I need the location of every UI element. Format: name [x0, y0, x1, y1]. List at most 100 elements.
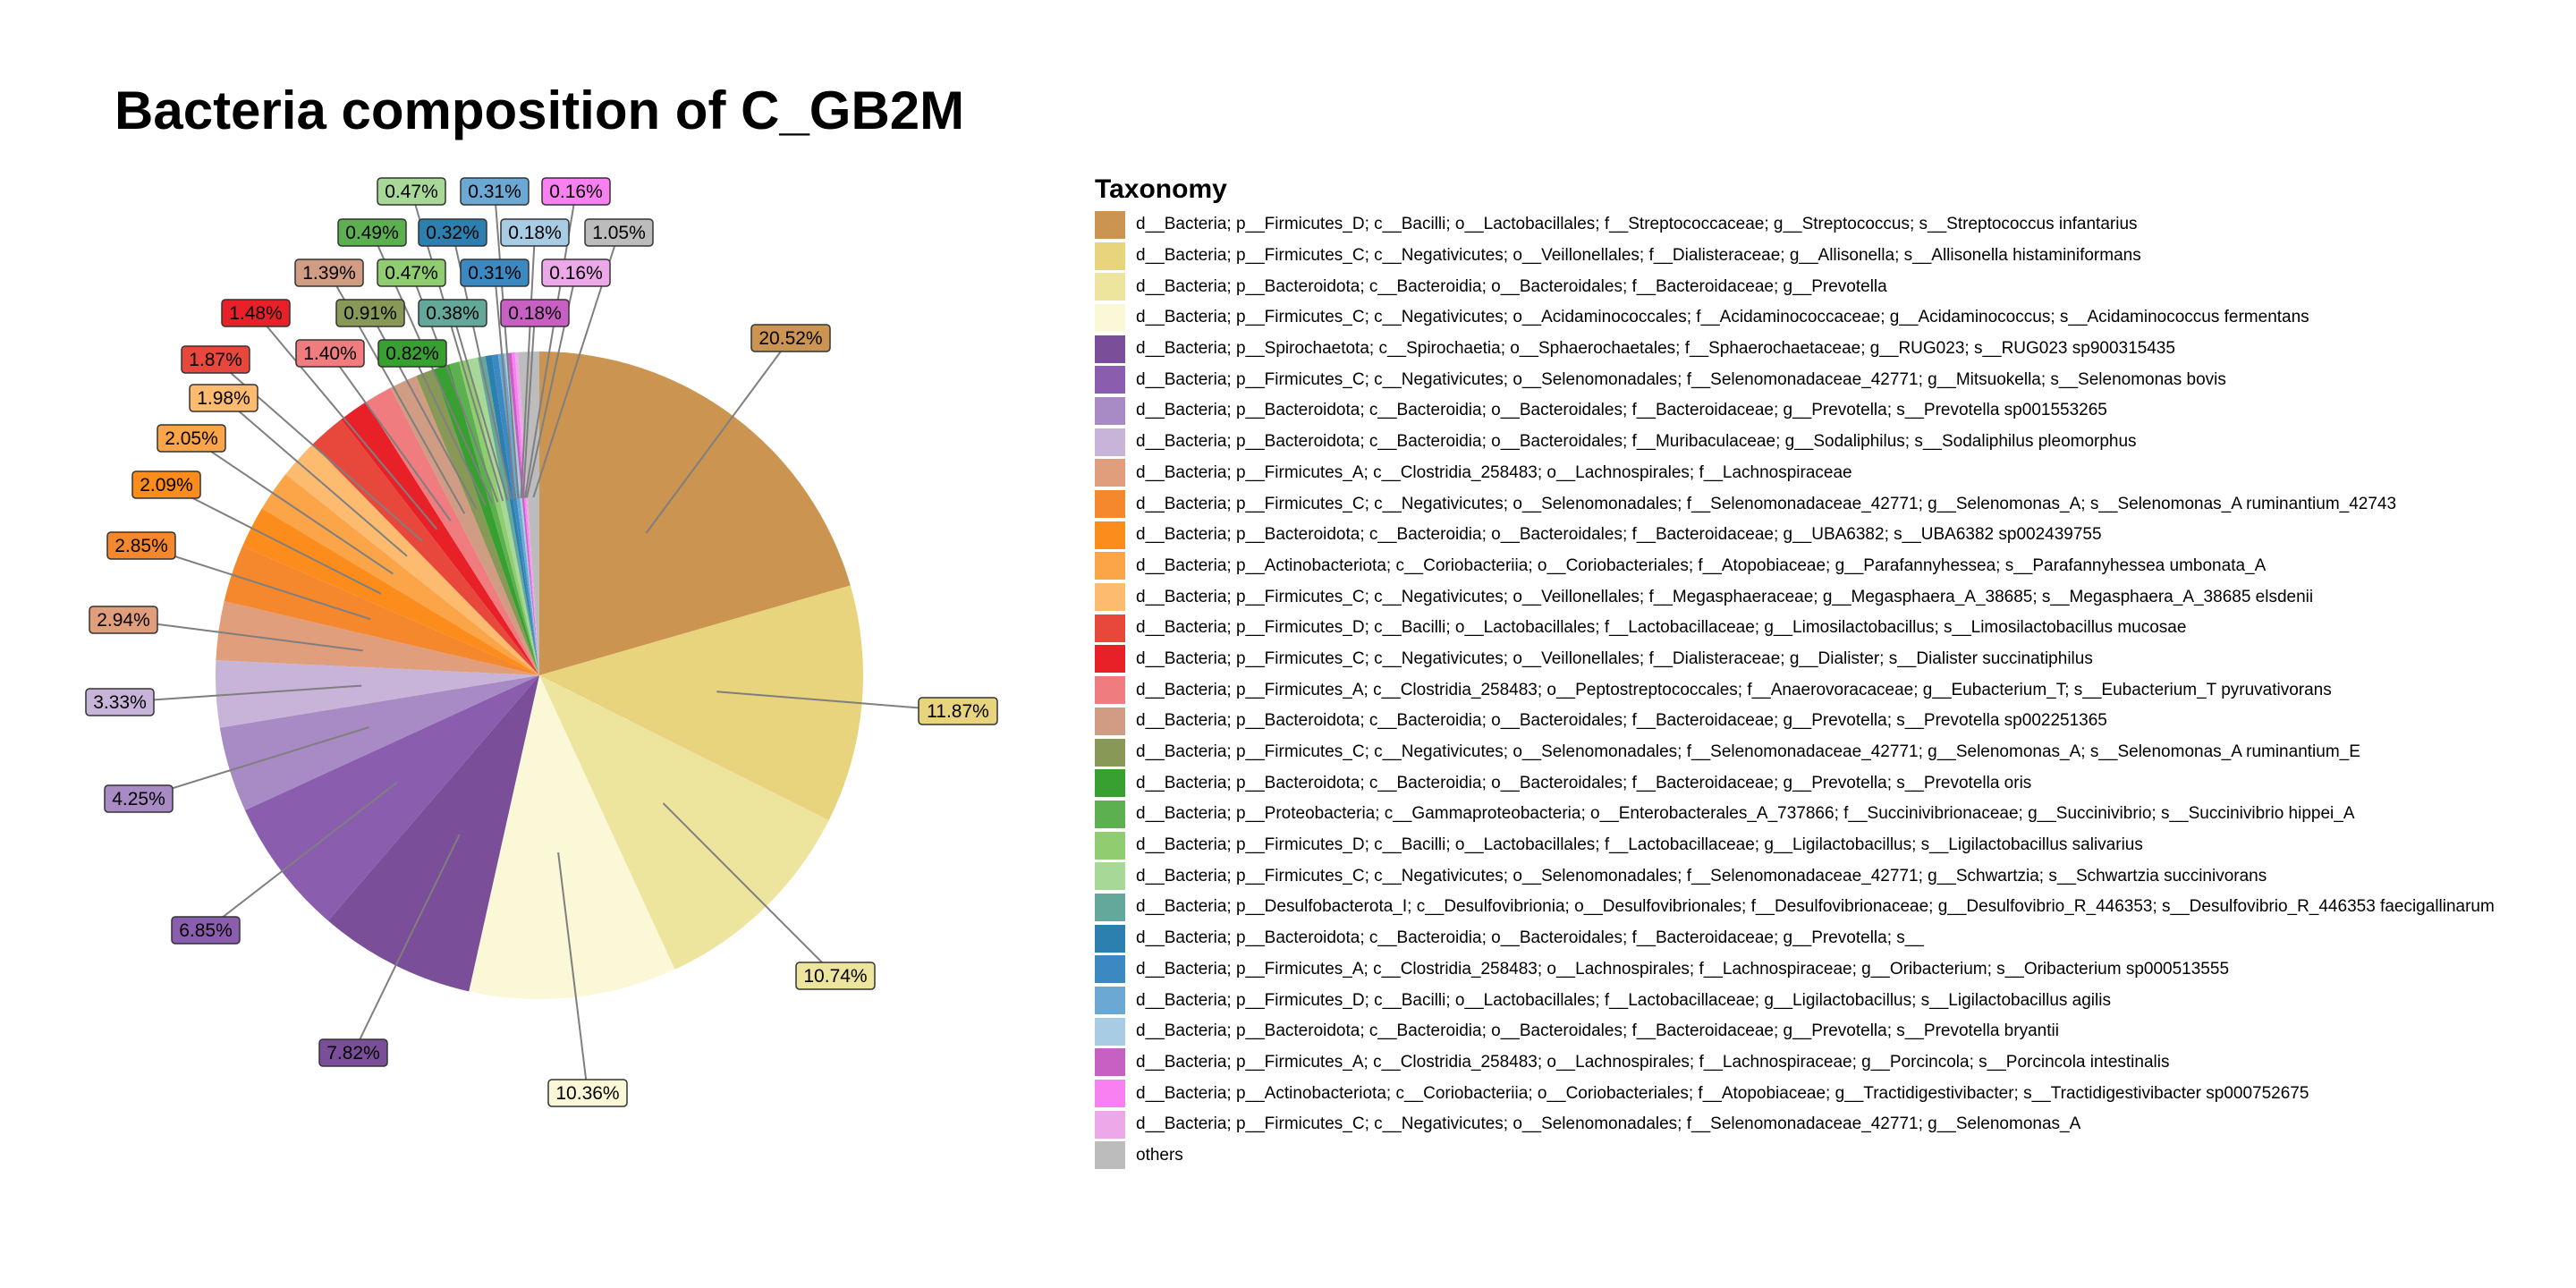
slice-value-label: 0.16%	[541, 258, 611, 287]
legend-item: d__Bacteria; p__Bacteroidota; c__Bactero…	[1095, 271, 2571, 302]
pie-slice	[416, 369, 539, 675]
legend-label: d__Bacteria; p__Bacteroidota; c__Bactero…	[1136, 432, 2137, 452]
leader-line	[521, 312, 536, 498]
slice-value-label: 0.31%	[460, 258, 530, 287]
leader-line	[119, 684, 362, 703]
leader-line	[329, 352, 452, 521]
label-text: 1.98%	[197, 388, 250, 409]
legend-label: d__Bacteria; p__Firmicutes_C; c__Negativ…	[1136, 866, 2267, 886]
slice-value-label: 0.91%	[335, 299, 405, 327]
slice-value-label: 0.47%	[377, 177, 446, 206]
slice-value-label: 0.47%	[377, 258, 446, 287]
label-box	[795, 962, 876, 990]
legend-label: d__Bacteria; p__Firmicutes_C; c__Negativ…	[1136, 587, 2314, 606]
label-box	[157, 424, 226, 453]
pie-slice	[433, 364, 539, 675]
legend-label: d__Bacteria; p__Bacteroidota; c__Bactero…	[1136, 401, 2107, 420]
label-text: 1.39%	[302, 263, 356, 284]
legend-item: d__Bacteria; p__Firmicutes_D; c__Bacilli…	[1095, 613, 2571, 644]
leader-line	[352, 834, 461, 1054]
legend-swatch	[1095, 1048, 1125, 1077]
pie-slice	[539, 585, 863, 821]
legend-swatch	[1095, 1017, 1125, 1046]
legend-item: d__Bacteria; p__Desulfobacterota_I; c__D…	[1095, 892, 2571, 923]
pie-slice	[468, 357, 539, 675]
legend-item: d__Bacteria; p__Firmicutes_A; c__Clostri…	[1095, 458, 2571, 489]
label-box	[106, 531, 176, 560]
legend-swatch	[1095, 583, 1125, 612]
legend-swatch	[1095, 303, 1125, 332]
slice-value-label: 2.09%	[131, 470, 201, 499]
leader-line	[557, 852, 589, 1094]
legend-swatch	[1095, 769, 1125, 798]
slice-value-label: 6.85%	[171, 916, 241, 945]
pie-slice	[539, 352, 851, 675]
legend-swatch	[1095, 955, 1125, 984]
label-text: 0.47%	[385, 182, 438, 202]
legend-item: d__Bacteria; p__Bacteroidota; c__Bactero…	[1095, 427, 2571, 458]
legend-item: d__Bacteria; p__Proteobacteria; c__Gamma…	[1095, 799, 2571, 830]
label-box	[377, 258, 446, 287]
slice-value-label: 7.82%	[318, 1038, 388, 1067]
label-text: 20.52%	[758, 328, 822, 349]
pie-slice	[327, 675, 539, 992]
slice-value-label: 20.52%	[750, 324, 831, 352]
legend-swatch	[1095, 521, 1125, 549]
label-text: 2.85%	[114, 536, 168, 556]
legend-label: d__Bacteria; p__Actinobacteriota; c__Cor…	[1136, 555, 2267, 575]
legend-swatch	[1095, 924, 1125, 953]
legend: Taxonomy d__Bacteria; p__Firmicutes_D; c…	[1095, 172, 2571, 1171]
slice-value-label: 0.18%	[500, 218, 570, 247]
legend-label: d__Bacteria; p__Bacteroidota; c__Bactero…	[1136, 711, 2107, 731]
legend-item: d__Bacteria; p__Bacteroidota; c__Bactero…	[1095, 520, 2571, 551]
legend-swatch	[1095, 800, 1125, 828]
legend-swatch	[1095, 459, 1125, 487]
label-text: 3.33%	[93, 692, 147, 713]
label-box	[221, 299, 291, 327]
label-text: 11.87%	[927, 701, 989, 722]
legend-item: d__Bacteria; p__Actinobacteriota; c__Cor…	[1095, 551, 2571, 582]
label-text: 2.94%	[97, 610, 150, 631]
label-box	[295, 339, 365, 368]
slice-value-label: 1.39%	[294, 258, 364, 287]
legend-label: d__Bacteria; p__Firmicutes_A; c__Clostri…	[1136, 1052, 2170, 1072]
label-text: 0.38%	[426, 303, 479, 324]
legend-swatch	[1095, 428, 1125, 456]
leader-line	[716, 691, 959, 712]
pie-slice	[485, 354, 539, 675]
pie-slice	[219, 675, 539, 810]
legend-label: d__Bacteria; p__Firmicutes_A; c__Clostri…	[1136, 462, 1852, 482]
pie-chart: 20.52% 11.87% 10.74% 10.36% 7.82% 6.85% 4.25% 3…	[85, 177, 998, 1107]
label-text: 0.16%	[549, 182, 603, 202]
legend-swatch	[1095, 738, 1125, 767]
slice-value-label: 10.36%	[547, 1079, 628, 1107]
slice-value-label: 1.98%	[189, 384, 258, 412]
slice-value-label: 0.18%	[500, 299, 570, 327]
pie-slice	[215, 660, 539, 728]
pie-slice	[242, 508, 539, 675]
label-box	[89, 606, 158, 634]
label-text: 0.18%	[508, 303, 562, 324]
legend-swatch	[1095, 490, 1125, 519]
label-text: 1.48%	[229, 303, 283, 324]
legend-swatch	[1095, 335, 1125, 363]
leader-line	[411, 352, 487, 506]
legend-item: d__Bacteria; p__Firmicutes_A; c__Clostri…	[1095, 954, 2571, 986]
legend-label: d__Bacteria; p__Firmicutes_D; c__Bacilli…	[1136, 835, 2143, 855]
legend-swatch	[1095, 1080, 1125, 1108]
label-box	[131, 470, 201, 499]
leader-line	[138, 726, 369, 800]
legend-swatch	[1095, 210, 1125, 239]
legend-label: d__Bacteria; p__Firmicutes_D; c__Bacilli…	[1136, 990, 2111, 1010]
slice-value-label: 2.05%	[157, 424, 226, 453]
legend-swatch	[1095, 614, 1125, 642]
legend-item: d__Bacteria; p__Actinobacteriota; c__Cor…	[1095, 1078, 2571, 1109]
legend-label: d__Bacteria; p__Bacteroidota; c__Bactero…	[1136, 773, 2032, 792]
pie-slice	[390, 376, 539, 675]
legend-label: d__Bacteria; p__Bacteroidota; c__Bactero…	[1136, 525, 2102, 545]
label-text: 1.40%	[303, 343, 357, 364]
label-text: 2.05%	[165, 428, 218, 449]
legend-item: d__Bacteria; p__Spirochaetota; c__Spiroc…	[1095, 334, 2571, 365]
legend-label: d__Bacteria; p__Firmicutes_C; c__Negativ…	[1136, 742, 2360, 762]
label-text: 0.16%	[549, 263, 603, 284]
